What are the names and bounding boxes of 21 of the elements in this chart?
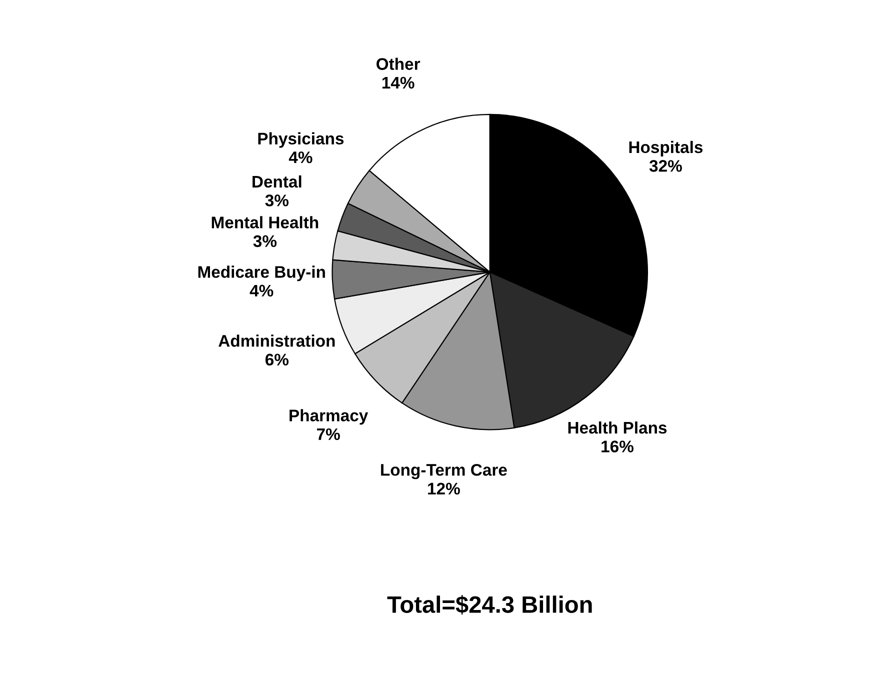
data-label: 32%: [649, 160, 682, 172]
data-label: 3%: [253, 235, 277, 248]
slice-label: Administration: [218, 334, 335, 347]
data-label: 12%: [428, 482, 460, 495]
data-label: 7%: [316, 428, 340, 440]
slice-label: Dental: [252, 175, 302, 188]
slice-label: Mental Health: [212, 216, 318, 228]
data-label: 3%: [265, 194, 289, 206]
text: Total=$24.3 Billion: [387, 595, 592, 614]
slice-label: Hospitals: [629, 140, 703, 156]
slice-label: Pharmacy: [290, 409, 368, 425]
slice-label: Medicare Buy-in: [198, 266, 325, 282]
data-label: 6%: [265, 354, 289, 366]
slice-label: Long-Term Care: [381, 464, 507, 480]
slice-label: Physicians: [258, 132, 344, 148]
data-label: 4%: [288, 151, 312, 164]
slice-label: Health Plans: [568, 421, 667, 434]
data-label: 14%: [382, 76, 414, 89]
data-label: 4%: [250, 284, 274, 297]
data-label: 16%: [602, 440, 634, 452]
slice-label: Other: [376, 58, 420, 70]
